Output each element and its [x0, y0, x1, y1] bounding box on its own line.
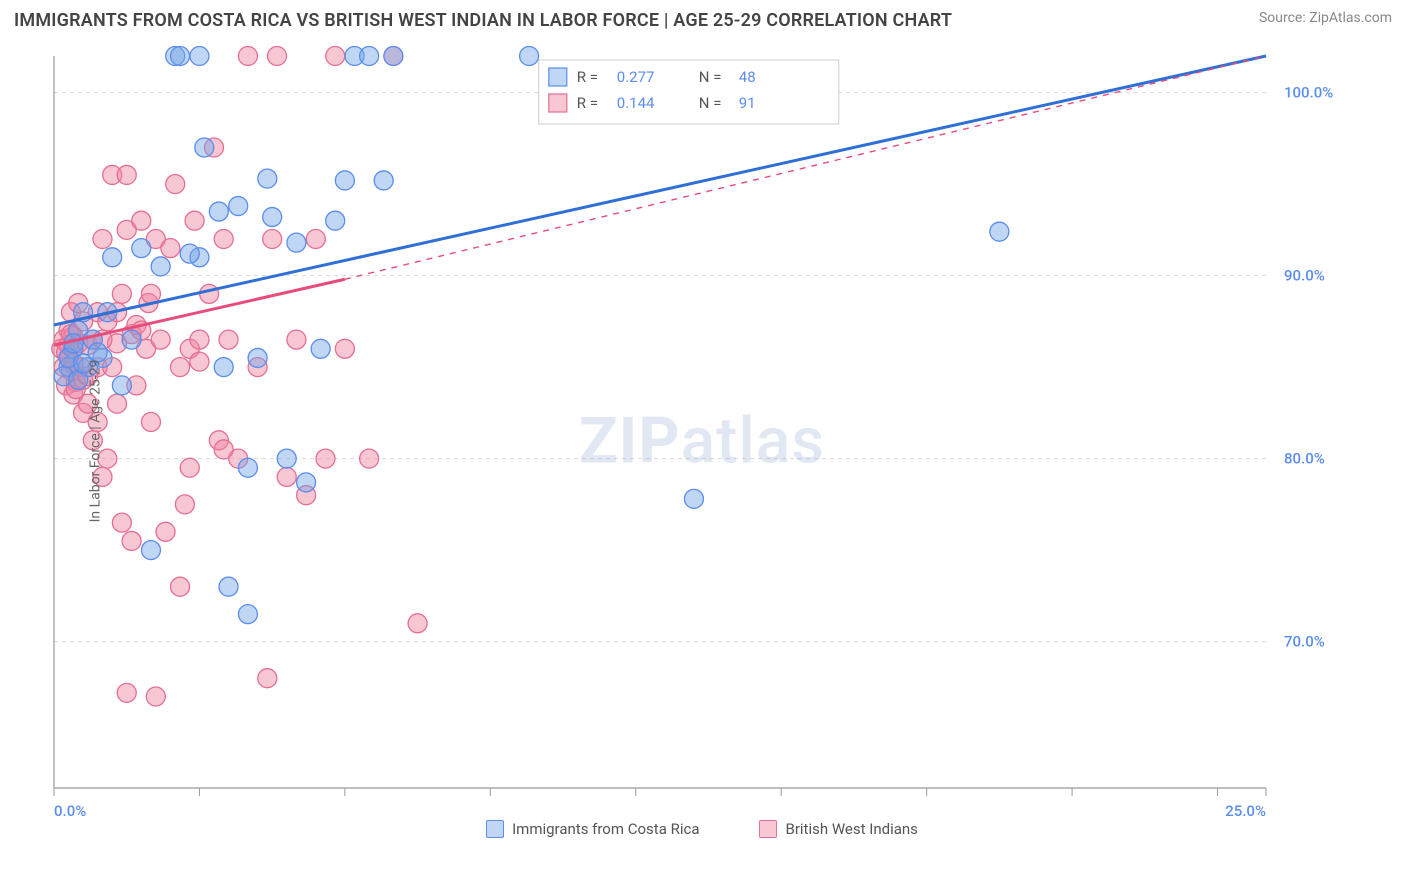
data-point-costa_rica [297, 473, 316, 492]
data-point-costa_rica [190, 47, 209, 66]
n-value-bwi: 91 [739, 94, 756, 112]
data-point-bwi [263, 230, 282, 249]
data-point-bwi [268, 47, 287, 66]
data-point-costa_rica [258, 169, 277, 188]
data-point-bwi [200, 284, 219, 303]
data-point-bwi [214, 230, 233, 249]
data-point-bwi [214, 440, 233, 459]
data-point-bwi [108, 394, 127, 413]
data-point-costa_rica [311, 339, 330, 358]
r-value-costa_rica: 0.277 [617, 68, 655, 86]
n-value-costa_rica: 48 [739, 68, 756, 86]
n-label: N = [699, 94, 722, 112]
data-point-bwi [190, 352, 209, 371]
scatter-chart: 70.0% 80.0% 90.0% 100.0% 0.0% 25.0% R = 0.277 N … [48, 46, 1356, 836]
data-point-costa_rica [326, 211, 345, 230]
data-point-bwi [132, 211, 151, 230]
data-point-bwi [117, 683, 136, 702]
data-point-bwi [190, 330, 209, 349]
data-point-costa_rica [238, 605, 257, 624]
data-point-bwi [185, 211, 204, 230]
data-point-bwi [141, 413, 160, 432]
legend-label: Immigrants from Costa Rica [512, 820, 699, 838]
data-point-costa_rica [141, 541, 160, 560]
data-point-costa_rica [103, 248, 122, 267]
data-point-bwi [360, 449, 379, 468]
data-point-costa_rica [238, 458, 257, 477]
data-point-bwi [156, 522, 175, 541]
x-tick-label: 25.0% [1225, 802, 1266, 820]
x-tick-label: 0.0% [54, 802, 86, 820]
data-point-bwi [112, 513, 131, 532]
data-point-costa_rica [112, 376, 131, 395]
data-point-costa_rica [122, 330, 141, 349]
y-axis-label: In Labor Force | Age 25-29 [87, 360, 103, 523]
n-label: N = [699, 68, 722, 86]
source-attribution: Source: ZipAtlas.com [1259, 10, 1392, 26]
y-tick-label: 70.0% [1284, 633, 1325, 651]
r-value-bwi: 0.144 [617, 94, 655, 112]
data-point-bwi [180, 458, 199, 477]
legend-item: Immigrants from Costa Rica [486, 820, 699, 838]
data-point-costa_rica [263, 208, 282, 227]
data-point-bwi [326, 47, 345, 66]
y-tick-label: 100.0% [1284, 84, 1333, 102]
data-point-costa_rica [151, 257, 170, 276]
data-point-costa_rica [384, 47, 403, 66]
legend-swatch [486, 820, 504, 838]
data-point-costa_rica [990, 222, 1009, 241]
data-point-costa_rica [374, 171, 393, 190]
data-point-bwi [277, 467, 296, 486]
data-point-costa_rica [180, 244, 199, 263]
data-point-costa_rica [132, 239, 151, 258]
data-point-bwi [335, 339, 354, 358]
data-point-bwi [161, 239, 180, 258]
data-point-costa_rica [520, 47, 539, 66]
plot-area: In Labor Force | Age 25-29 70.0% 80.0% 90.… [48, 46, 1356, 836]
data-point-costa_rica [219, 577, 238, 596]
data-point-costa_rica [360, 47, 379, 66]
chart-title: IMMIGRANTS FROM COSTA RICA VS BRITISH WE… [14, 10, 952, 31]
data-point-bwi [151, 330, 170, 349]
data-point-costa_rica [171, 47, 190, 66]
data-point-bwi [112, 284, 131, 303]
r-label: R = [577, 94, 598, 112]
data-point-bwi [171, 358, 190, 377]
data-point-costa_rica [214, 358, 233, 377]
data-point-bwi [171, 577, 190, 596]
data-point-bwi [166, 175, 185, 194]
legend-swatch [759, 820, 777, 838]
y-tick-label: 90.0% [1284, 267, 1325, 285]
data-point-bwi [175, 495, 194, 514]
legend-swatch-costa_rica [549, 68, 567, 86]
data-point-bwi [122, 531, 141, 550]
data-point-bwi [306, 230, 325, 249]
data-point-costa_rica [684, 489, 703, 508]
data-point-bwi [408, 614, 427, 633]
data-point-costa_rica [248, 348, 267, 367]
data-point-bwi [117, 165, 136, 184]
data-point-bwi [93, 230, 112, 249]
legend-swatch-bwi [549, 94, 567, 112]
data-point-costa_rica [287, 233, 306, 252]
legend-item: British West Indians [759, 820, 917, 838]
legend-label: British West Indians [785, 820, 917, 838]
data-point-costa_rica [335, 171, 354, 190]
data-point-bwi [219, 330, 238, 349]
series-legend: Immigrants from Costa Rica British West I… [48, 820, 1356, 838]
y-tick-label: 80.0% [1284, 450, 1325, 468]
data-point-bwi [287, 330, 306, 349]
data-point-bwi [238, 47, 257, 66]
data-point-costa_rica [277, 449, 296, 468]
data-point-bwi [146, 687, 165, 706]
data-point-bwi [316, 449, 335, 468]
data-point-costa_rica [195, 138, 214, 157]
r-label: R = [577, 68, 598, 86]
data-point-costa_rica [209, 202, 228, 221]
data-point-bwi [258, 669, 277, 688]
data-point-costa_rica [229, 197, 248, 216]
